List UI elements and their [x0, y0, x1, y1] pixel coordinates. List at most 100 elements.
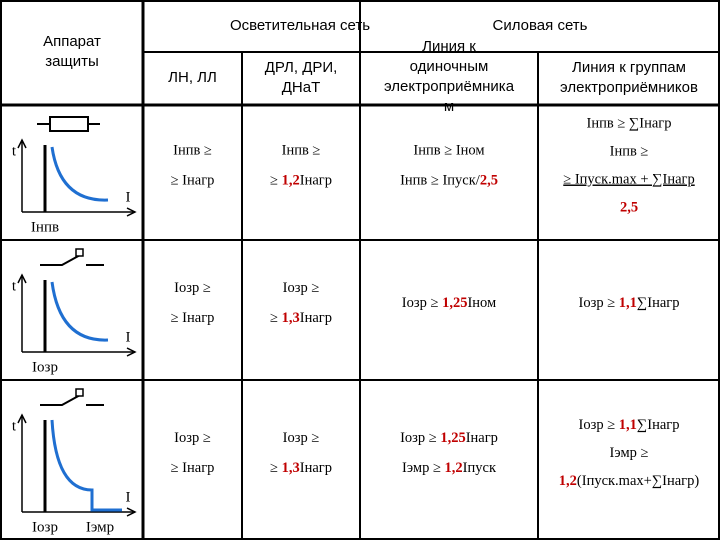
cell-line: 2,5 — [620, 200, 638, 216]
cell-text: Iэмр ≥ — [610, 445, 649, 461]
cell-text: ≥ Iпуск.max + ∑Iнагр — [563, 172, 694, 188]
cell-text: Iнпв ≥ — [610, 144, 649, 160]
subheader-cell: ДРЛ, ДРИ, — [265, 59, 338, 76]
axis-label: t — [12, 278, 17, 294]
cell-line: 1,2(Iпуск.max+∑Iнагр) — [559, 473, 700, 489]
cell-text: Iном — [467, 295, 496, 311]
cell-text: Iнпв ≥ Iпуск/ — [400, 173, 481, 189]
cell-text: ≥ — [270, 460, 282, 476]
cell-line: ≥ 1,2Iнагр — [270, 173, 332, 189]
axis-label: I — [126, 329, 131, 345]
cell-text: 1,25 — [442, 295, 467, 311]
cell-line: Iнпв ≥ Iпуск/2,5 — [400, 173, 498, 189]
cell-line: ≥ Iнагр — [171, 310, 215, 326]
header-cell: защиты — [45, 53, 99, 70]
cell-line: Iнпв ≥ — [173, 143, 212, 159]
cell-text: Iнагр — [466, 430, 498, 446]
cell-line: Iозр ≥ — [174, 280, 211, 296]
cell-text: Iозр ≥ — [174, 430, 211, 446]
cell-line: Iозр ≥ 1,25Iнагр — [400, 430, 498, 446]
cell-text: 1,2 — [559, 473, 577, 489]
cell-text: 1,3 — [282, 460, 300, 476]
subheader-cell: м — [444, 98, 454, 115]
axis-label: I — [126, 489, 131, 505]
cell-line: ≥ Iпуск.max + ∑Iнагр — [563, 172, 694, 188]
switch — [40, 393, 104, 406]
cell-line: Iозр ≥ 1,1∑Iнагр — [579, 417, 680, 433]
curve — [50, 146, 109, 202]
subheader-cell: ЛН, ЛЛ — [168, 69, 217, 86]
header-cell: Силовая сеть — [493, 17, 588, 34]
cell-text: Iпуск — [463, 460, 497, 476]
cell-line: Iозр ≥ 1,25Iном — [402, 295, 496, 311]
cell-text: Iнпв ≥ — [282, 143, 321, 159]
cell-text: 1,2 — [445, 460, 463, 476]
cell-text: ≥ Iнагр — [171, 310, 215, 326]
cell-line: Iнпв ≥ — [282, 143, 321, 159]
cell-text: ≥ Iнагр — [171, 173, 215, 189]
cell-text: Iнпв ≥ — [173, 143, 212, 159]
fuse — [49, 116, 89, 132]
subheader-cell: Линия к — [422, 38, 476, 55]
arrow — [126, 507, 137, 517]
switch-latch — [75, 248, 84, 257]
cell-text: Iнпв ≥ Iном — [413, 143, 484, 159]
cell-text: Iозр ≥ — [174, 280, 211, 296]
subheader-cell: одиночным — [410, 58, 489, 75]
cell-line: ≥ Iнагр — [171, 173, 215, 189]
cell-text: ≥ Iнагр — [171, 460, 215, 476]
cell-text: 1,1 — [619, 417, 637, 433]
arrow — [126, 207, 137, 217]
cell-line: Iэмр ≥ 1,2Iпуск — [402, 460, 497, 476]
subheader-cell: электроприёмника — [384, 78, 515, 95]
cell-line: Iнпв ≥ ∑Iнагр — [587, 116, 672, 132]
cell-text: ≥ — [270, 173, 282, 189]
header-cell: Осветительная сеть — [230, 17, 370, 34]
cell-line: Iнпв ≥ — [610, 144, 649, 160]
diagram: t I Iозр — [12, 248, 137, 375]
cell-text: 1,3 — [282, 310, 300, 326]
cell-text: ≥ — [270, 310, 282, 326]
cell-text: Iозр ≥ — [579, 417, 619, 433]
axis-label: t — [12, 143, 17, 159]
cell-line: Iнпв ≥ Iном — [413, 143, 484, 159]
cell-line: Iозр ≥ 1,1∑Iнагр — [579, 295, 680, 311]
cell-text: Iэмр ≥ — [402, 460, 445, 476]
cell-text: Iозр ≥ — [579, 295, 619, 311]
cell-line: Iозр ≥ — [283, 430, 320, 446]
cell-line: Iозр ≥ — [174, 430, 211, 446]
current-label: Iэмр — [86, 519, 114, 535]
cell-line: ≥ 1,3Iнагр — [270, 310, 332, 326]
cell-line: ≥ 1,3Iнагр — [270, 460, 332, 476]
axis-label: t — [12, 418, 17, 434]
switch-latch — [75, 388, 84, 397]
cell-text: 1,2 — [282, 173, 300, 189]
cell-text: ∑Iнагр — [637, 295, 680, 311]
switch — [40, 253, 104, 266]
current-label: Iозр — [32, 359, 58, 375]
subheader-cell: электроприёмников — [560, 79, 698, 96]
cell-text: Iнагр — [300, 310, 332, 326]
curve — [50, 419, 122, 512]
cell-text: 2,5 — [620, 200, 638, 216]
cell-line: ≥ Iнагр — [171, 460, 215, 476]
diagram: t I Iозр Iэмр — [12, 388, 137, 535]
subheader-cell: Линия к группам — [572, 59, 686, 76]
cell-text: Iозр ≥ — [400, 430, 440, 446]
arrow — [17, 273, 27, 284]
cell-line: Iозр ≥ — [283, 280, 320, 296]
arrow — [126, 347, 137, 357]
cell-text: Iнагр — [300, 460, 332, 476]
cell-text: Iнпв ≥ ∑Iнагр — [587, 116, 672, 132]
arrow — [17, 138, 27, 149]
cell-text: 1,1 — [619, 295, 637, 311]
cell-text: Iозр ≥ — [283, 430, 320, 446]
cell-text: Iнагр — [300, 173, 332, 189]
cell-text: (Iпуск.max+∑Iнагр) — [577, 473, 699, 489]
curve — [50, 281, 109, 342]
cell-text: Iозр ≥ — [283, 280, 320, 296]
diagram: t I Iнпв — [12, 116, 137, 235]
axis-label: I — [126, 189, 131, 205]
